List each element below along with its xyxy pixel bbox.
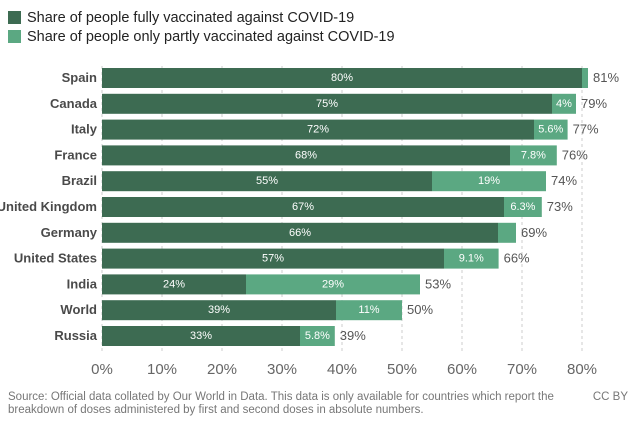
bar-label-fully: 39% <box>208 304 230 316</box>
bar-total-label: 81% <box>593 70 619 85</box>
bar-label-partly: 19% <box>478 175 500 187</box>
bar-label-fully: 68% <box>295 149 317 161</box>
country-label: France <box>54 147 97 162</box>
x-tick-label: 10% <box>147 361 177 378</box>
bar-partly-vaccinated[interactable] <box>552 93 576 114</box>
legend-label-partial: Share of people only partly vaccinated a… <box>27 28 395 45</box>
bar-total-label: 77% <box>573 122 599 137</box>
x-tick-label: 20% <box>207 361 237 378</box>
country-label: Russia <box>54 328 97 343</box>
bars: Spain 80% 81% Canada 75% 4% 79% Italy 72% 5.6% 77%… <box>0 68 619 346</box>
bar-label-fully: 72% <box>307 124 329 136</box>
legend-item-full[interactable]: Share of people fully vaccinated against… <box>8 8 395 27</box>
country-label: Spain <box>62 70 97 85</box>
country-label: United Kingdom <box>0 199 97 214</box>
legend-item-partial[interactable]: Share of people only partly vaccinated a… <box>8 27 395 46</box>
bar-fully-vaccinated[interactable] <box>102 248 444 269</box>
bar-partly-vaccinated[interactable] <box>510 145 557 166</box>
country-label: Italy <box>71 122 98 137</box>
bar-fully-vaccinated[interactable] <box>102 222 498 243</box>
bar-label-partly: 4% <box>556 98 572 110</box>
bar-partly-vaccinated[interactable] <box>582 68 588 88</box>
country-label: India <box>67 276 98 291</box>
x-tick-label: 80% <box>567 361 597 378</box>
bar-partly-vaccinated[interactable] <box>498 222 516 243</box>
bar-total-label: 76% <box>562 147 588 162</box>
bar-fully-vaccinated[interactable] <box>102 145 510 166</box>
legend: Share of people fully vaccinated against… <box>8 8 395 46</box>
bar-fully-vaccinated[interactable] <box>102 93 552 114</box>
bar-total-label: 39% <box>340 328 366 343</box>
bar-label-fully: 24% <box>163 278 185 290</box>
bar-label-fully: 57% <box>262 253 284 265</box>
legend-swatch-partial <box>8 30 21 43</box>
bar-total-label: 79% <box>581 96 607 111</box>
bar-partly-vaccinated[interactable] <box>300 326 335 346</box>
bar-label-partly: 7.8% <box>521 149 546 161</box>
bar-partly-vaccinated[interactable] <box>504 197 542 217</box>
bar-fully-vaccinated[interactable] <box>102 326 300 346</box>
bar-partly-vaccinated[interactable] <box>336 300 402 321</box>
x-tick-label: 40% <box>327 361 357 378</box>
bar-label-partly: 6.3% <box>510 201 535 213</box>
bar-fully-vaccinated[interactable] <box>102 171 432 192</box>
bar-fully-vaccinated[interactable] <box>102 300 336 321</box>
bar-label-partly: 9.1% <box>459 253 484 265</box>
bar-total-label: 53% <box>425 276 451 291</box>
x-tick-label: 60% <box>447 361 477 378</box>
bar-label-fully: 33% <box>190 330 212 342</box>
bar-total-label: 50% <box>407 302 433 317</box>
country-label: United States <box>14 251 97 266</box>
bar-partly-vaccinated[interactable] <box>432 171 546 192</box>
bar-label-partly: 29% <box>322 278 344 290</box>
bar-label-fully: 75% <box>316 98 338 110</box>
country-label: Canada <box>50 96 98 111</box>
x-tick-label: 70% <box>507 361 537 378</box>
bar-fully-vaccinated[interactable] <box>102 119 534 140</box>
bar-label-fully: 66% <box>289 227 311 239</box>
legend-swatch-full <box>8 11 21 24</box>
x-tick-label: 50% <box>387 361 417 378</box>
bar-total-label: 74% <box>551 173 577 188</box>
legend-label-full: Share of people fully vaccinated against… <box>27 9 355 26</box>
source-note: Source: Official data collated by Our Wo… <box>8 391 554 416</box>
bar-partly-vaccinated[interactable] <box>246 274 420 295</box>
bar-total-label: 66% <box>504 251 530 266</box>
x-tick-label: 0% <box>91 361 113 378</box>
bar-partly-vaccinated[interactable] <box>534 119 568 140</box>
bar-label-fully: 80% <box>331 72 353 84</box>
x-axis: 0% 10% 20% 30% 40% 50% 60% 70% 80% <box>91 361 597 378</box>
bar-label-partly: 5.6% <box>538 124 563 136</box>
bar-partly-vaccinated[interactable] <box>444 248 499 269</box>
bar-total-label: 69% <box>521 225 547 240</box>
bar-chart: Spain 80% 81% Canada 75% 4% 79% Italy 72% 5.6% 77%… <box>0 66 619 378</box>
country-label: Brazil <box>62 173 97 188</box>
bar-label-partly: 11% <box>358 304 379 316</box>
country-label: Germany <box>41 225 98 240</box>
country-label: World <box>60 302 97 317</box>
bar-fully-vaccinated[interactable] <box>102 274 246 295</box>
bar-total-label: 73% <box>547 199 573 214</box>
bar-label-fully: 67% <box>292 201 314 213</box>
license-link[interactable]: CC BY <box>592 391 628 403</box>
bar-fully-vaccinated[interactable] <box>102 68 582 88</box>
x-tick-label: 30% <box>267 361 297 378</box>
bar-label-partly: 5.8% <box>305 330 330 342</box>
bar-label-fully: 55% <box>256 175 278 187</box>
bar-fully-vaccinated[interactable] <box>102 197 504 217</box>
